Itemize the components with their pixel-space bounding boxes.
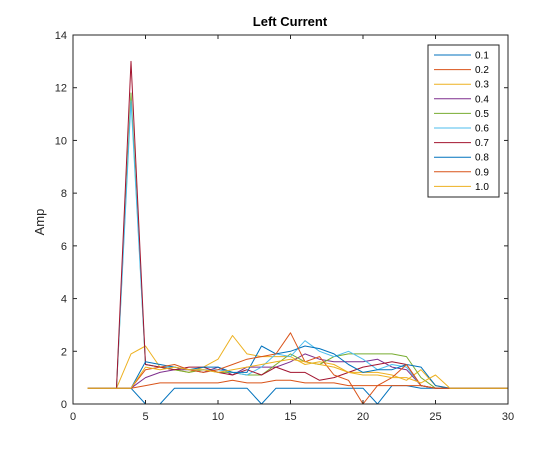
legend: 0.1 0.2 0.3 0.4 0.5 0.6 0.7 0.8 0.9 1.0 [427, 44, 500, 198]
y-tick-label: 6 [61, 241, 67, 253]
legend-label: 0.9 [475, 167, 489, 178]
y-tick-label: 8 [61, 188, 67, 200]
y-tick-label: 10 [55, 135, 67, 147]
x-tick-label: 0 [70, 411, 76, 423]
x-tick-label: 30 [502, 411, 514, 423]
legend-label: 0.7 [475, 138, 489, 149]
x-tick-label: 10 [212, 411, 224, 423]
series-line-0-9 [87, 332, 508, 405]
y-tick-label: 4 [61, 294, 67, 306]
y-axis-label: Amp [32, 209, 47, 236]
legend-label: 0.4 [475, 94, 489, 105]
chart-title: Left Current [253, 14, 328, 29]
legend-label: 1.0 [475, 182, 489, 193]
x-tick-label: 20 [357, 411, 369, 423]
legend-label: 0.2 [475, 65, 489, 76]
series-line-0-8 [87, 345, 508, 389]
legend-label: 0.3 [475, 80, 489, 91]
y-tick-label: 0 [61, 399, 67, 411]
legend-label: 0.1 [475, 51, 489, 62]
y-tick-label: 12 [55, 83, 67, 95]
x-tick-label: 25 [429, 411, 441, 423]
legend-label: 0.8 [475, 153, 489, 164]
y-tick-label: 14 [55, 30, 67, 42]
y-tick-label: 2 [61, 346, 67, 358]
legend-label: 0.5 [475, 109, 489, 120]
x-tick-label: 5 [142, 411, 148, 423]
series-group [87, 60, 508, 405]
x-tick-label: 15 [284, 411, 296, 423]
axes-group: 0 5 10 15 20 25 30 0 2 4 6 8 10 12 14 [55, 30, 514, 423]
legend-label: 0.6 [475, 124, 489, 135]
series-line-1-0 [87, 358, 508, 389]
